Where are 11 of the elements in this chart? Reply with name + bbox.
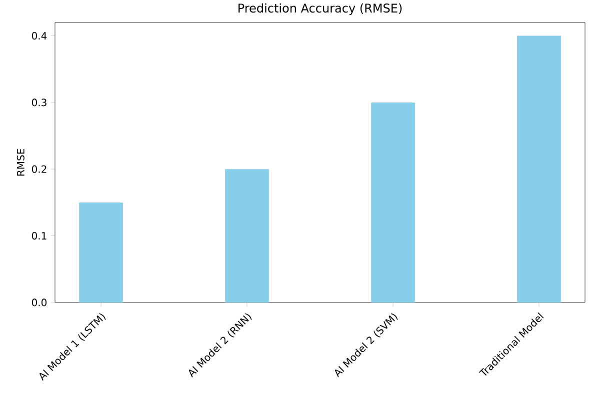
bar (517, 36, 561, 302)
y-tick-label: 0.0 (32, 298, 47, 306)
bar (79, 202, 123, 302)
bar (225, 168, 269, 302)
y-tick-label: 0.3 (32, 98, 46, 106)
y-tick-label: 0.4 (32, 32, 47, 40)
bar (371, 102, 415, 302)
chart-title: Prediction Accuracy (RMSE) (238, 3, 402, 15)
y-tick-label: 0.1 (32, 232, 46, 240)
y-tick-label: 0.2 (32, 165, 46, 173)
y-axis-title: RMSE (16, 148, 24, 176)
